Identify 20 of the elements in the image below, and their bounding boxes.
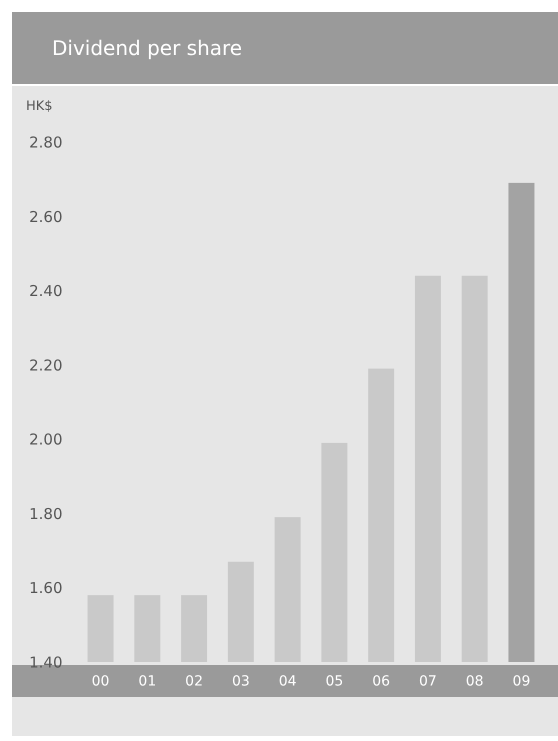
- y-tick-label: 1.60: [29, 579, 62, 598]
- y-tick-label: 2.60: [29, 208, 62, 226]
- x-tick-label: 00: [92, 674, 110, 690]
- y-tick-label: 1.80: [29, 504, 62, 523]
- x-tick-label: 09: [512, 674, 530, 690]
- y-tick-label: 2.20: [29, 356, 62, 374]
- x-tick-label: 05: [325, 674, 344, 690]
- x-tick-label: 07: [419, 674, 437, 690]
- x-tick-label: 02: [185, 674, 203, 690]
- x-tick-label: 08: [466, 674, 484, 690]
- x-tick-label: 03: [232, 674, 250, 690]
- y-tick-label: 1.40: [29, 654, 62, 672]
- y-axis-title: HK$: [26, 99, 53, 114]
- chart-title: Dividend per share: [12, 12, 558, 84]
- x-tick-label: 01: [138, 674, 156, 690]
- y-tick-label: 2.80: [29, 134, 62, 152]
- y-tick-label: 2.40: [29, 282, 62, 300]
- y-tick-label: 2.00: [29, 430, 62, 449]
- x-tick-label: 04: [278, 674, 297, 690]
- x-tick-label: 06: [372, 674, 390, 690]
